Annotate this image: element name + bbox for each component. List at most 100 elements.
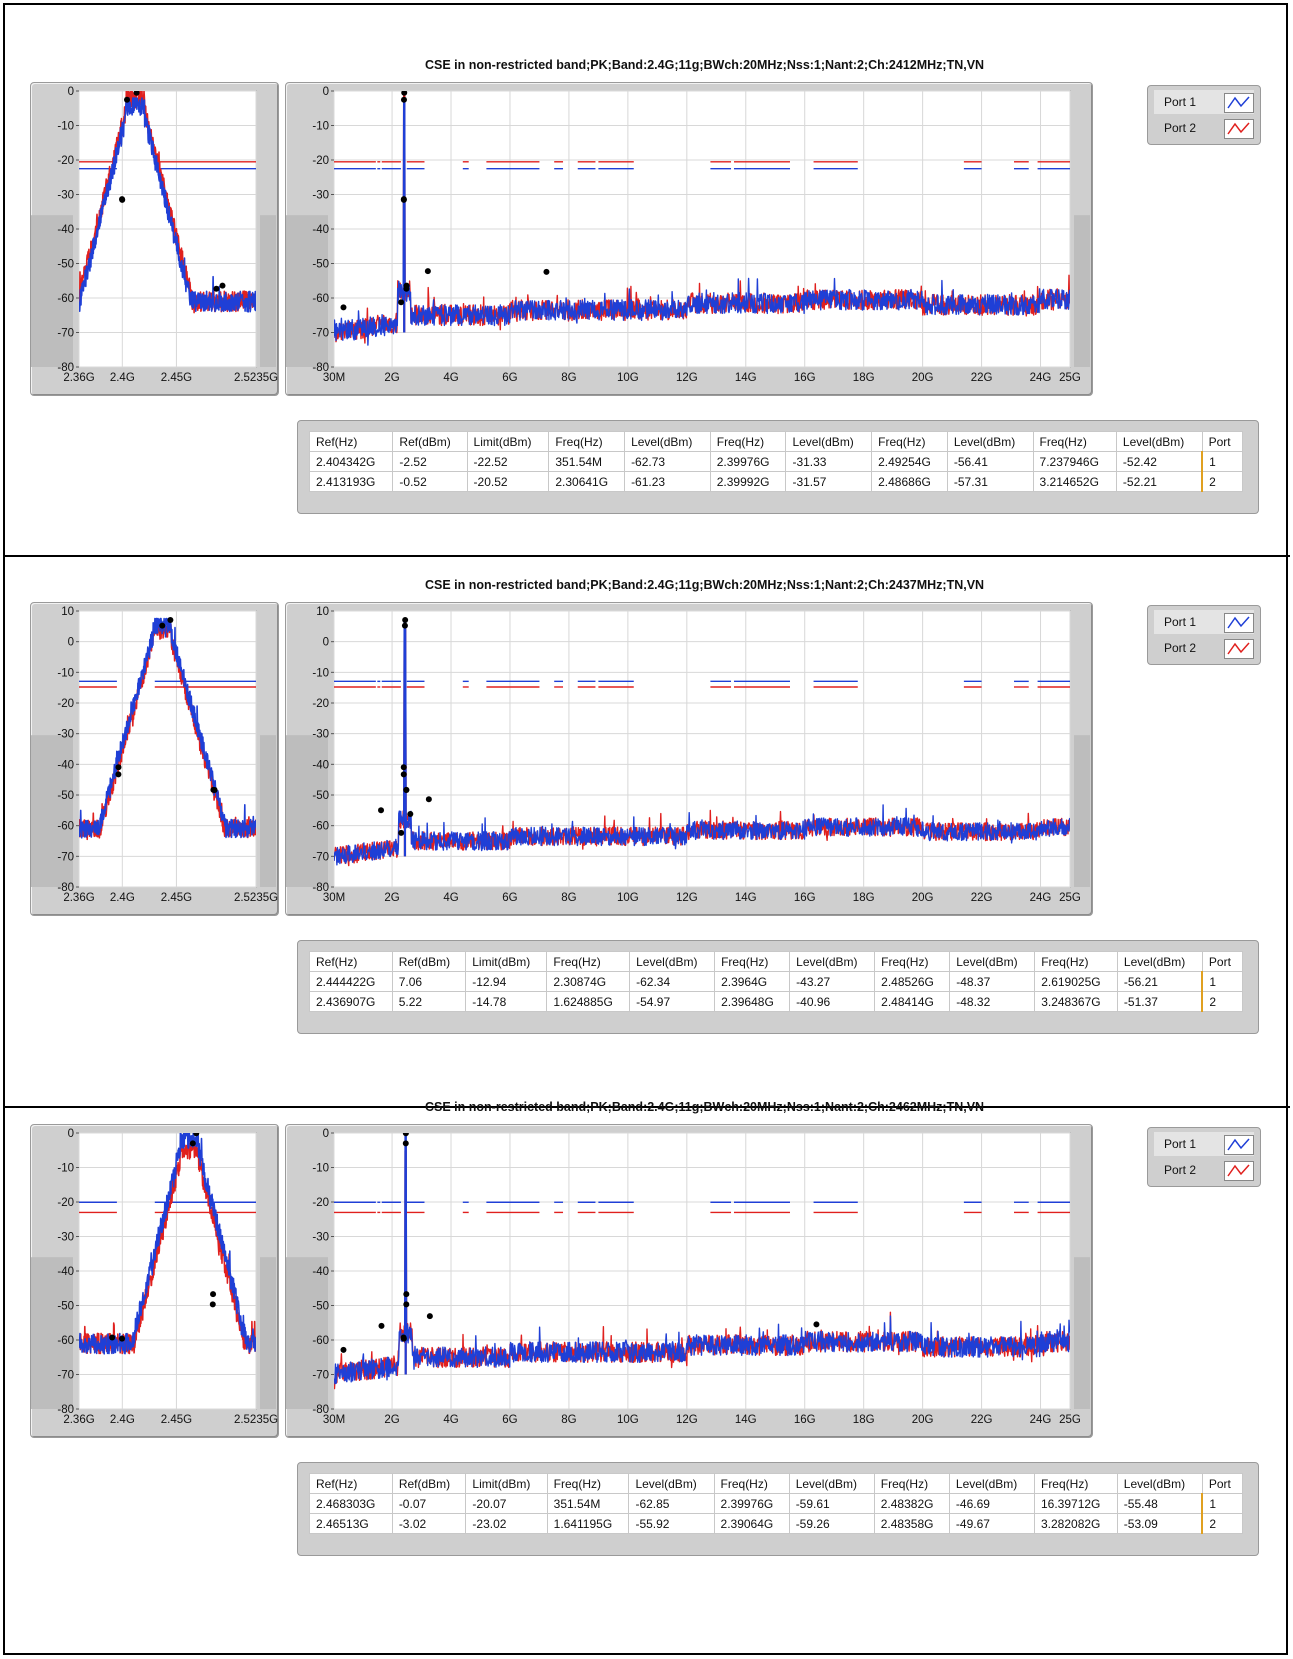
full-spectrum-chart: 30M 2G 4G 6G 8G 10G 12G 14G 16G 18G 20G 22G 24G 25G 10…: [286, 606, 1090, 904]
legend-label: Port 2: [1164, 121, 1197, 135]
peak-marker: [401, 622, 408, 629]
y-tick-label: -10: [312, 667, 329, 679]
x-tick-label: 16G: [794, 892, 816, 904]
zoom-spectrum-panel: 2.36G 2.4G 2.45G 2.5235G 10 0 -10 -20 -30 -40 -50 -…: [30, 602, 279, 916]
x-tick-label: 30M: [323, 372, 345, 384]
y-tick-label: -30: [57, 1232, 74, 1244]
y-tick-label: -60: [312, 293, 329, 305]
table-header-cell: Ref(Hz): [309, 951, 393, 972]
table-header-cell: Ref(Hz): [308, 431, 394, 452]
x-tick-label: 2.4G: [110, 892, 135, 904]
legend: Port 1 Port 2: [1147, 1127, 1261, 1187]
table-cell: 3.282082G: [1033, 1513, 1118, 1534]
table-cell: -2.52: [392, 451, 468, 472]
peak-marker: [398, 299, 405, 306]
x-tick-label: 24G: [1030, 372, 1052, 384]
table-cell: -61.23: [624, 471, 711, 492]
marker-table-panel: Ref(Hz) Ref(dBm) Limit(dBm) Freq(Hz) Level(d…: [297, 420, 1259, 514]
y-tick-label: -70: [312, 328, 329, 340]
x-tick-label: 30M: [323, 892, 345, 904]
table-row: 2.444422G 7.06 -12.94 2.30874G -62.34 2.3964G…: [309, 971, 1244, 992]
full-spectrum-panel: 30M 2G 4G 6G 8G 10G 12G 14G 16G 18G 20G 22G 24G 25G 0 -…: [285, 82, 1093, 396]
panel-shade: [260, 735, 276, 887]
y-tick-label: -70: [312, 1370, 329, 1382]
x-tick-label: 8G: [561, 372, 576, 384]
x-tick-label: 25G: [1059, 372, 1081, 384]
x-tick-label: 8G: [561, 892, 576, 904]
table-cell: -52.21: [1115, 471, 1203, 492]
y-tick-label: -70: [57, 1370, 74, 1382]
peak-marker: [340, 304, 347, 311]
peak-marker: [115, 764, 122, 771]
table-cell: 2.30641G: [548, 471, 626, 492]
zoom-spectrum-chart: 2.36G 2.4G 2.45G 2.5235G 0 -10 -20 -30 -40 -50 -60…: [31, 1128, 278, 1426]
table-header-row: Ref(Hz) Ref(dBm) Limit(dBm) Freq(Hz) Level(d…: [308, 431, 1244, 452]
table-header-row: Ref(Hz) Ref(dBm) Limit(dBm) Freq(Hz) Level(d…: [309, 951, 1244, 972]
x-tick-label: 2G: [384, 1414, 399, 1426]
x-tick-label: 10G: [617, 372, 639, 384]
y-tick-label: -80: [312, 882, 329, 894]
table-header-cell: Level(dBm): [949, 951, 1036, 972]
legend-label: Port 1: [1164, 95, 1197, 109]
x-tick-label: 14G: [735, 372, 757, 384]
y-tick-label: -40: [57, 1266, 74, 1278]
table-cell: -48.37: [949, 971, 1036, 992]
table-cell: 7.237946G: [1032, 451, 1117, 472]
table-header-cell: Level(dBm): [628, 1473, 715, 1494]
panel-shade: [286, 735, 328, 887]
table-cell: -31.33: [785, 451, 873, 472]
peak-marker: [115, 771, 122, 778]
table-cell: -46.69: [948, 1493, 1035, 1514]
peak-marker: [403, 285, 410, 292]
legend-item[interactable]: Port 2: [1154, 116, 1254, 140]
legend-line-icon: [1227, 642, 1250, 655]
peak-marker: [378, 807, 385, 814]
peak-marker: [378, 1322, 385, 1329]
y-tick-label: -10: [57, 1163, 74, 1175]
port1-trace: [334, 1133, 1070, 1385]
legend-item[interactable]: Port 2: [1154, 1158, 1254, 1182]
x-tick-label: 18G: [853, 892, 875, 904]
table-cell: -48.32: [949, 991, 1036, 1012]
x-tick-label: 22G: [971, 372, 993, 384]
y-tick-label: -30: [312, 1232, 329, 1244]
marker-table: Ref(Hz) Ref(dBm) Limit(dBm) Freq(Hz) Level(d…: [309, 1473, 1244, 1534]
table-cell: 2.3964G: [714, 971, 791, 992]
legend-line-icon: [1227, 1164, 1250, 1177]
legend-item[interactable]: Port 1: [1154, 90, 1254, 114]
table-cell: 2.46513G: [309, 1513, 393, 1534]
legend-item[interactable]: Port 1: [1154, 1132, 1254, 1156]
y-tick-label: 0: [323, 637, 329, 649]
x-tick-label: 4G: [443, 372, 458, 384]
table-cell: 2.48526G: [874, 971, 951, 992]
x-tick-label: 6G: [502, 1414, 517, 1426]
table-cell: -20.07: [465, 1493, 548, 1514]
legend-item[interactable]: Port 2: [1154, 636, 1254, 660]
x-tick-label: 6G: [502, 892, 517, 904]
table-header-cell: Freq(Hz): [713, 1473, 790, 1494]
zoom-spectrum-chart: 2.36G 2.4G 2.45G 2.5235G 0 -10 -20 -30 -40 -50 -60…: [31, 86, 278, 384]
legend-line: [1227, 642, 1250, 655]
x-tick-label: 2.4G: [110, 372, 135, 384]
panel-shade: [1074, 215, 1090, 367]
table-cell: 2: [1201, 471, 1244, 492]
full-spectrum-chart: 30M 2G 4G 6G 8G 10G 12G 14G 16G 18G 20G 22G 24G 25G 0 -…: [286, 86, 1090, 384]
table-row: 2.468303G -0.07 -20.07 351.54M -62.85 2.39976…: [309, 1493, 1244, 1514]
table-cell: 2.48358G: [873, 1513, 950, 1534]
table-cell: -57.31: [946, 471, 1034, 492]
panel-shade: [1074, 735, 1090, 887]
y-tick-label: -50: [57, 259, 74, 271]
port1-trace: [334, 617, 1070, 866]
table-cell: -55.92: [628, 1513, 715, 1534]
chart-title: CSE in non-restricted band;PK;Band:2.4G;…: [425, 1100, 985, 1114]
table-header-cell: Limit(dBm): [465, 951, 548, 972]
peak-marker: [813, 1321, 820, 1328]
legend-item[interactable]: Port 1: [1154, 610, 1254, 634]
table-header-cell: Freq(Hz): [1032, 431, 1117, 452]
x-tick-label: 10G: [617, 1414, 639, 1426]
table-cell: -22.52: [466, 451, 550, 472]
table-cell: -55.48: [1116, 1493, 1203, 1514]
table-cell: 2.39976G: [709, 451, 787, 472]
table-cell: -51.37: [1116, 991, 1203, 1012]
table-cell: 351.54M: [548, 451, 626, 472]
